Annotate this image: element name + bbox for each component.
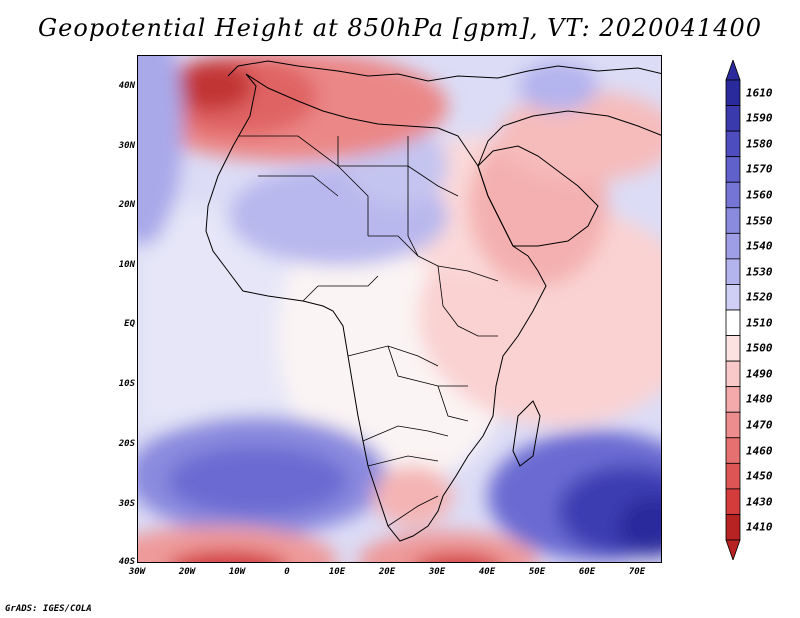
lat-label-40n: 40N xyxy=(118,81,135,91)
madagascar-coastline xyxy=(512,400,541,467)
credit-text: GrADS: IGES/COLA xyxy=(5,604,92,614)
map-svg xyxy=(138,56,661,562)
colorbar-svg xyxy=(725,60,741,560)
colorbar-label: 1460 xyxy=(746,444,773,458)
lon-label-60e: 60E xyxy=(578,567,596,577)
colorbar-swatch xyxy=(725,284,741,311)
colorbar-swatch xyxy=(725,181,741,209)
colorbar-label: 1530 xyxy=(746,265,773,279)
lon-label-70e: 70E xyxy=(628,567,646,577)
map-plot-area xyxy=(137,55,662,563)
colorbar-label: 1560 xyxy=(746,188,773,202)
colorbar-label: 1580 xyxy=(746,137,773,151)
colorbar-bottom-arrow xyxy=(725,539,741,560)
lon-label-30e: 30E xyxy=(428,567,446,577)
lat-label-10n: 10N xyxy=(118,260,135,270)
colorbar-label: 1550 xyxy=(746,214,773,228)
colorbar-swatch xyxy=(725,488,741,515)
lat-label-30s: 30S xyxy=(118,499,135,509)
lat-label-10s: 10S xyxy=(118,379,135,389)
colorbar-label: 1540 xyxy=(746,239,773,253)
height-field xyxy=(138,56,661,562)
lon-label-10w: 10W xyxy=(228,567,246,577)
lon-label-50e: 50E xyxy=(528,567,546,577)
colorbar-label: 1570 xyxy=(746,162,773,176)
lon-label-20w: 20W xyxy=(178,567,196,577)
africa-coastline xyxy=(205,73,547,542)
colorbar-swatch xyxy=(725,130,741,158)
colorbar: 1610 1590 1580 1570 1560 1550 1540 1530 1520 1510… xyxy=(722,60,800,560)
asia-coastline xyxy=(477,110,661,167)
colorbar-swatch xyxy=(725,514,741,541)
colorbar-label: 1450 xyxy=(746,469,773,483)
colorbar-swatch xyxy=(725,79,741,106)
country-borders xyxy=(238,135,499,527)
chart-title: Geopotential Height at 850hPa [gpm], VT:… xyxy=(38,14,762,42)
lat-label-20n: 20N xyxy=(118,200,135,210)
lon-label-10e: 10E xyxy=(328,567,346,577)
lon-label-40e: 40E xyxy=(478,567,496,577)
colorbar-label: 1470 xyxy=(746,418,773,432)
lat-label-40s: 40S xyxy=(118,557,135,567)
lat-label-20s: 20S xyxy=(118,439,135,449)
colorbar-swatch xyxy=(725,156,741,183)
colorbar-swatch xyxy=(725,105,741,132)
colorbar-swatch xyxy=(725,360,741,388)
lon-label-0: 0 xyxy=(284,567,290,577)
colorbar-label: 1520 xyxy=(746,290,773,304)
colorbar-swatch xyxy=(725,207,741,234)
lat-label-30n: 30N xyxy=(118,141,135,151)
colorbar-label: 1500 xyxy=(746,341,773,355)
colorbar-label: 1510 xyxy=(746,316,773,330)
europe-coastline xyxy=(227,60,661,82)
colorbar-swatch xyxy=(725,386,741,413)
colorbar-swatch xyxy=(725,462,741,490)
coastlines xyxy=(205,60,661,542)
colorbar-label: 1610 xyxy=(746,86,773,100)
colorbar-label: 1480 xyxy=(746,392,773,406)
lat-label-eq: EQ xyxy=(124,319,135,329)
colorbar-swatch xyxy=(725,437,741,464)
colorbar-swatch xyxy=(725,335,741,362)
colorbar-label: 1490 xyxy=(746,367,773,381)
lon-label-30w: 30W xyxy=(128,567,146,577)
colorbar-swatch xyxy=(725,232,741,260)
colorbar-label: 1430 xyxy=(746,495,773,509)
colorbar-swatch xyxy=(725,411,741,439)
arabia-coastline xyxy=(477,145,599,247)
colorbar-label: 1590 xyxy=(746,111,773,125)
colorbar-label: 1410 xyxy=(746,520,773,534)
lon-label-20e: 20E xyxy=(378,567,396,577)
colorbar-top-arrow xyxy=(725,60,741,81)
colorbar-swatch xyxy=(725,258,741,285)
colorbar-swatch xyxy=(725,309,741,336)
